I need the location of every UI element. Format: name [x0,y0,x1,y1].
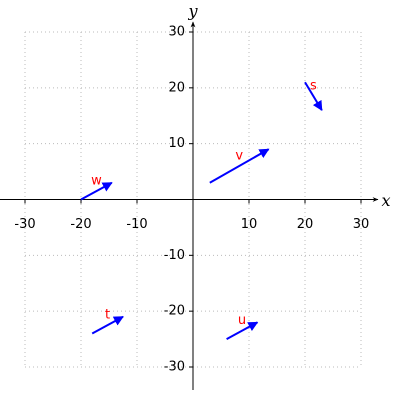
y-tick-label: -10 [164,248,185,263]
x-tick-label: -10 [126,217,147,232]
y-axis-label: y [187,2,198,21]
y-tick-label: 10 [168,136,185,151]
x-tick-label: 10 [241,217,258,232]
x-tick-label: -30 [14,217,35,232]
y-tick-label: 20 [168,80,185,95]
vector-label: u [238,313,246,328]
y-tick-label: -20 [164,304,185,319]
vector-arrow [209,148,270,184]
vector-arrow [91,315,124,335]
vector-label: s [310,79,317,94]
y-tick-label: -30 [164,360,185,375]
y-tick-label: 30 [168,25,185,40]
vector-label: v [235,149,243,164]
x-tick-label: 30 [353,217,370,232]
vector-label: t [105,308,110,323]
x-tick-label: 20 [297,217,314,232]
vector-arrow [226,321,259,340]
vector-label: w [91,174,102,189]
vector-arrow [80,181,113,201]
x-axis-label: x [381,191,390,210]
x-tick-label: -20 [70,217,91,232]
axes: -30 -20 -10 10 20 30 -30 -20 -10 10 20 30 x y [0,2,391,390]
vector-arrow [304,81,323,112]
vectors: s v w t u [80,79,323,340]
